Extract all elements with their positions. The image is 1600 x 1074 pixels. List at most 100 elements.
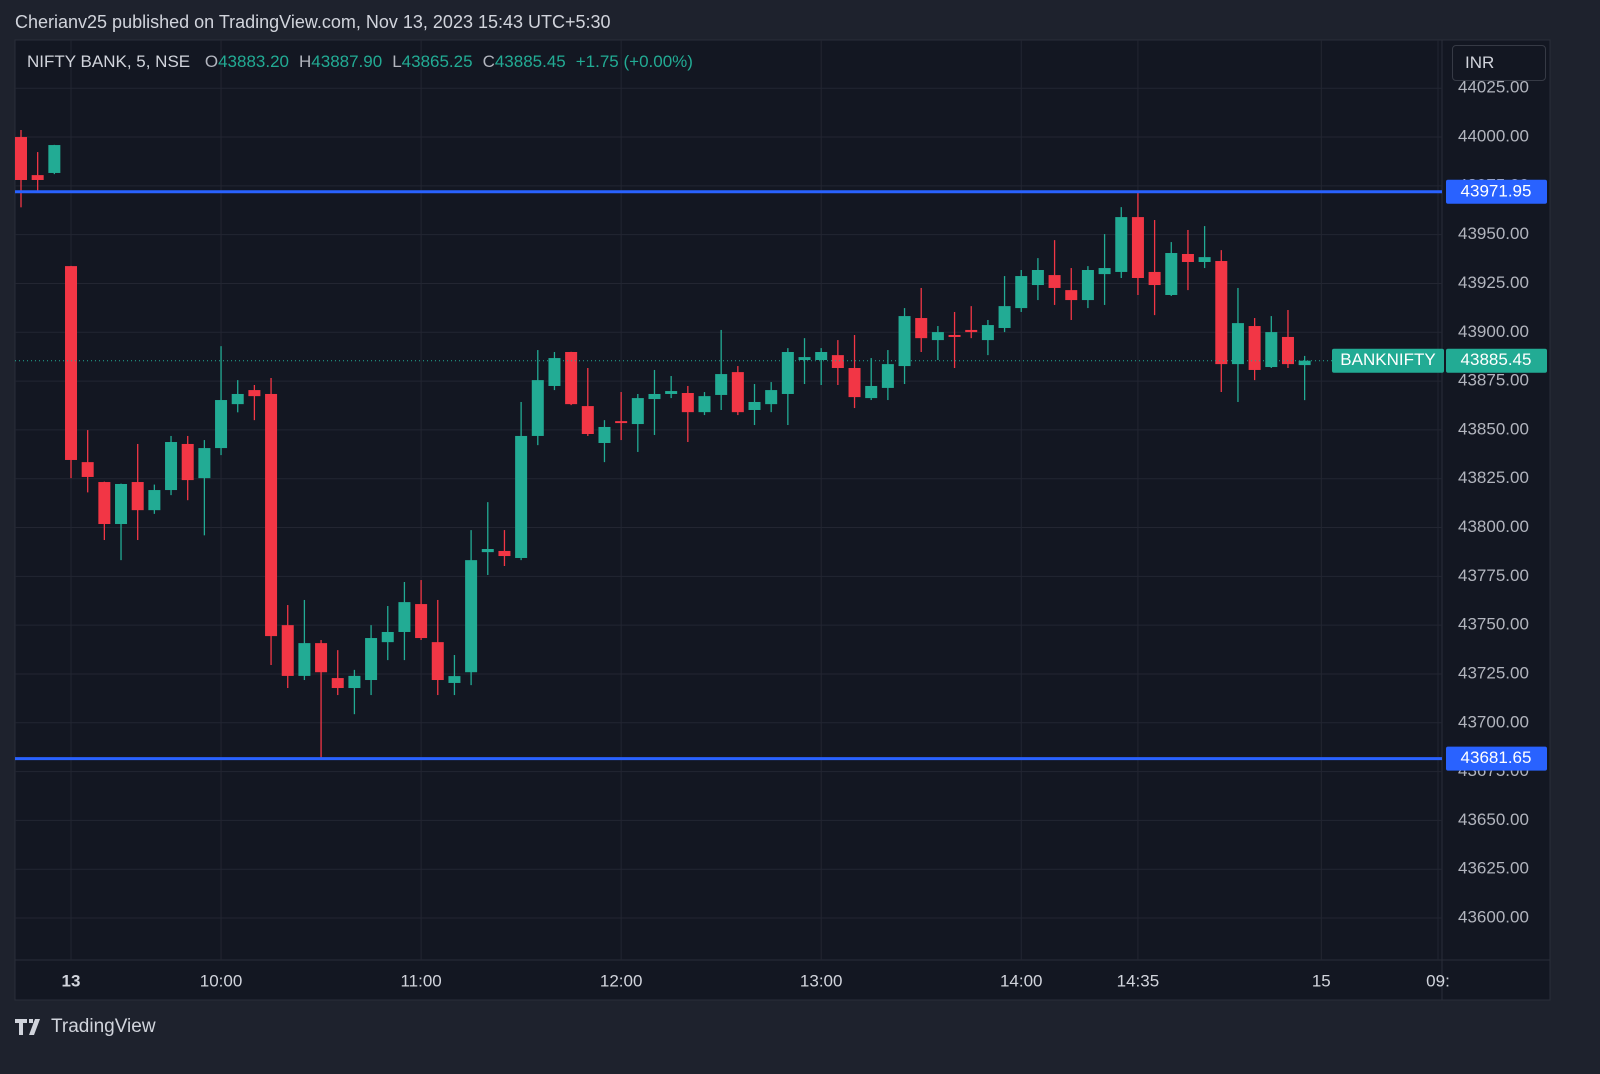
field-value: 43885.45 bbox=[494, 52, 566, 71]
y-tick-label: 43850.00 bbox=[1458, 419, 1529, 438]
y-tick-label: 43600.00 bbox=[1458, 908, 1529, 927]
candle-body bbox=[698, 396, 711, 413]
candle-body bbox=[648, 393, 661, 400]
candle-body bbox=[1115, 217, 1128, 272]
field-label: H bbox=[299, 52, 312, 71]
candle-body bbox=[481, 549, 494, 553]
candle-body bbox=[898, 316, 911, 367]
x-tick-label: 14:35 bbox=[1117, 971, 1160, 990]
candle-body bbox=[915, 318, 928, 339]
candle-body bbox=[398, 602, 411, 632]
candle-body bbox=[531, 380, 544, 436]
field-value: 43883.20 bbox=[218, 52, 289, 71]
x-tick-label: 10:00 bbox=[200, 971, 243, 990]
legend-header: NIFTY BANK, 5, NSE O43883.20 H43887.90 L43… bbox=[27, 52, 703, 72]
candle-body bbox=[765, 390, 778, 405]
candle-body bbox=[98, 482, 111, 525]
level-label-bg bbox=[1446, 746, 1547, 771]
candle-body bbox=[731, 372, 744, 413]
candle-body bbox=[48, 145, 61, 173]
candle-body bbox=[1248, 326, 1261, 370]
candle-body bbox=[831, 355, 844, 369]
candle-body bbox=[748, 401, 761, 410]
candle-body bbox=[931, 332, 944, 341]
y-tick-label: 43650.00 bbox=[1458, 810, 1529, 829]
candle-body bbox=[265, 393, 278, 637]
last-price-label: 43885.45 bbox=[1461, 350, 1532, 369]
field-label: C bbox=[482, 52, 495, 71]
footer: TradingView bbox=[15, 1016, 156, 1038]
candle-body bbox=[565, 352, 578, 405]
candle-body bbox=[1281, 336, 1294, 365]
level-label: 43681.65 bbox=[1461, 748, 1532, 767]
y-tick-label: 43700.00 bbox=[1458, 712, 1529, 731]
level-label-bg bbox=[1446, 179, 1547, 204]
y-tick-label: 44025.00 bbox=[1458, 78, 1529, 97]
candle-body bbox=[1165, 253, 1178, 295]
candle-body bbox=[431, 642, 444, 681]
level-label: 43971.95 bbox=[1461, 181, 1532, 200]
candle-body bbox=[1215, 261, 1228, 365]
candle-body bbox=[1265, 332, 1278, 368]
y-tick-label: 43725.00 bbox=[1458, 663, 1529, 682]
candle-body bbox=[1131, 217, 1144, 279]
candle-body bbox=[181, 443, 194, 481]
candle-body bbox=[1298, 360, 1311, 366]
chart-panel bbox=[14, 39, 1551, 1001]
y-tick-label: 43950.00 bbox=[1458, 224, 1529, 243]
candle-body bbox=[465, 560, 478, 673]
candle-body bbox=[381, 631, 394, 643]
symbol: NIFTY BANK, 5, NSE bbox=[27, 52, 191, 71]
y-tick-label: 43800.00 bbox=[1458, 517, 1529, 536]
y-tick-label: 44000.00 bbox=[1458, 127, 1529, 146]
candle-body bbox=[248, 390, 261, 397]
candle-body bbox=[1048, 275, 1061, 288]
candle-body bbox=[365, 638, 378, 681]
last-price-label-bg bbox=[1446, 348, 1547, 373]
candle-body bbox=[315, 643, 328, 673]
candle-body bbox=[448, 676, 461, 683]
x-tick-label: 15 bbox=[1312, 971, 1331, 990]
candle-body bbox=[15, 137, 28, 180]
candle-body bbox=[231, 393, 244, 405]
y-tick-label: 43875.00 bbox=[1458, 371, 1529, 390]
candle-body bbox=[781, 352, 794, 394]
x-tick-label: 09: bbox=[1426, 971, 1450, 990]
y-tick-label: 43750.00 bbox=[1458, 615, 1529, 634]
publish-info: Cherianv25 published on TradingView.com,… bbox=[15, 12, 611, 32]
candle-body bbox=[31, 175, 44, 180]
change: +1.75 (+0.00%) bbox=[575, 52, 693, 71]
candle-body bbox=[881, 364, 894, 388]
field-value: 43887.90 bbox=[311, 52, 383, 71]
candle-body bbox=[665, 391, 678, 394]
candle-body bbox=[281, 625, 294, 676]
candle-body bbox=[715, 374, 728, 395]
candle-body bbox=[348, 675, 361, 689]
candle-body bbox=[798, 357, 811, 361]
candle-body bbox=[848, 368, 861, 398]
currency-button[interactable]: INR bbox=[1452, 45, 1546, 81]
candle-body bbox=[65, 266, 78, 460]
candle-body bbox=[981, 325, 994, 341]
field-label: O bbox=[204, 52, 219, 71]
x-tick-label: 11:00 bbox=[400, 971, 441, 990]
plot bbox=[15, 40, 1442, 960]
x-tick-label: 14:00 bbox=[1000, 971, 1043, 990]
candle-body bbox=[198, 448, 211, 479]
y-tick-label: 43900.00 bbox=[1458, 322, 1529, 341]
y-tick-label: 43825.00 bbox=[1458, 468, 1529, 487]
candle-body bbox=[1198, 257, 1211, 262]
candle-body bbox=[615, 421, 628, 424]
candle-body bbox=[1081, 270, 1094, 301]
candle-body bbox=[581, 406, 594, 435]
candle-body bbox=[1065, 290, 1078, 301]
y-tick-label: 43925.00 bbox=[1458, 273, 1529, 292]
candle-body bbox=[298, 643, 311, 676]
y-tick-label: 43625.00 bbox=[1458, 859, 1529, 878]
candle-body bbox=[1181, 253, 1194, 262]
candle-body bbox=[965, 329, 978, 333]
y-tick-label: 43775.00 bbox=[1458, 566, 1529, 585]
candle-body bbox=[498, 550, 511, 557]
